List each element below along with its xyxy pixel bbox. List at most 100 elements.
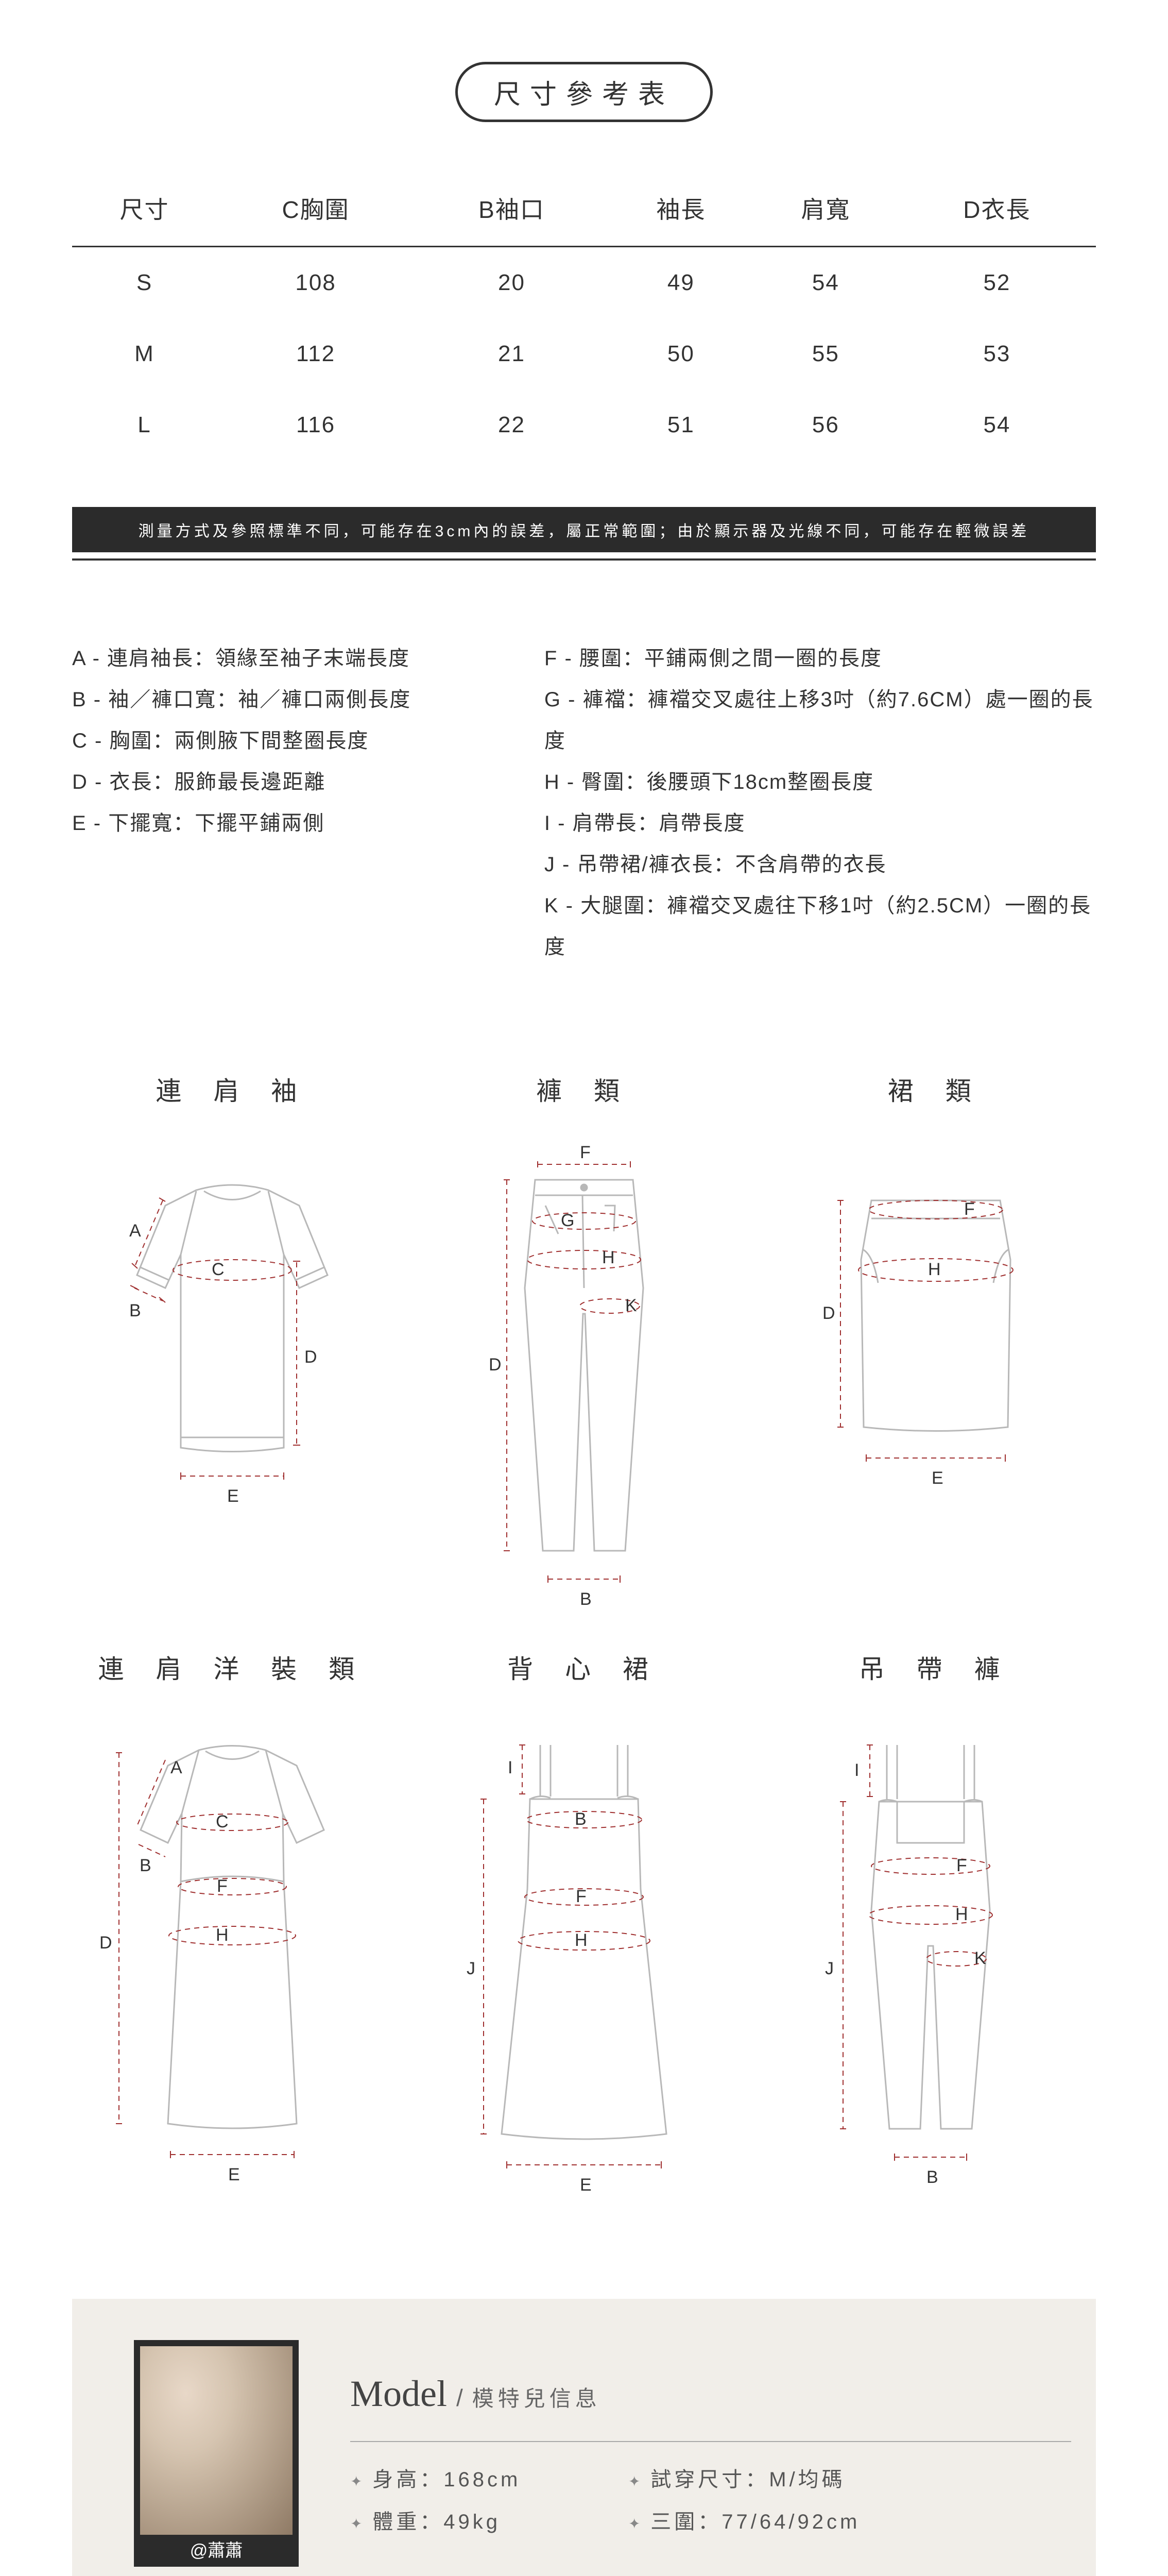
model-title-zh: 模特兒信息	[472, 2381, 601, 2413]
svg-text:J: J	[467, 1959, 475, 1978]
svg-text:J: J	[825, 1959, 834, 1978]
model-measurements: 三圍：77/64/92cm	[628, 2505, 1071, 2535]
table-header: 袖長	[609, 179, 753, 247]
table-cell: L	[72, 389, 217, 461]
definition-item: I - 肩帶長：肩帶長度	[544, 803, 1096, 844]
svg-text:B: B	[140, 1856, 151, 1875]
model-trysize: 試穿尺寸：M/均碼	[628, 2463, 1071, 2493]
svg-text:B: B	[575, 1809, 587, 1829]
table-cell: 49	[609, 247, 753, 319]
table-cell: 52	[898, 247, 1096, 319]
svg-text:H: H	[575, 1930, 588, 1950]
table-cell: 116	[217, 389, 415, 461]
model-info-section: @蕭蕭 Model / 模特兒信息 身高：168cm 試穿尺寸：M/均碼 體重：…	[72, 2299, 1096, 2576]
svg-text:G: G	[561, 1211, 574, 1230]
svg-text:I: I	[854, 1760, 859, 1780]
svg-text:K: K	[625, 1296, 637, 1315]
diagram-raglan: A B C D E	[72, 1133, 393, 1535]
svg-text:I: I	[508, 1758, 512, 1777]
table-row: M11221505553	[72, 318, 1096, 389]
svg-text:D: D	[489, 1355, 502, 1375]
svg-text:E: E	[227, 1486, 239, 1506]
definition-item: K - 大腿圍：褲襠交叉處往下移1吋（約2.5CM）一圈的長度	[544, 885, 1096, 968]
page-title: 尺寸參考表	[455, 62, 713, 122]
table-cell: 53	[898, 318, 1096, 389]
divider	[350, 2441, 1071, 2442]
diagram-pants: F G H K D B	[424, 1133, 745, 1628]
table-cell: 55	[753, 318, 898, 389]
table-header: 尺寸	[72, 179, 217, 247]
definition-item: F - 腰圍：平鋪兩側之間一圈的長度	[544, 638, 1096, 679]
table-cell: 112	[217, 318, 415, 389]
svg-text:A: A	[170, 1758, 182, 1777]
svg-text:D: D	[99, 1933, 112, 1953]
table-cell: S	[72, 247, 217, 319]
svg-text:D: D	[304, 1347, 317, 1367]
svg-text:E: E	[580, 2175, 592, 2195]
table-cell: 20	[415, 247, 609, 319]
svg-text:F: F	[964, 1199, 975, 1219]
diagram-title-camisole-dress: 背 心 裙	[424, 1649, 745, 1686]
table-row: L11622515654	[72, 389, 1096, 461]
table-header: 肩寬	[753, 179, 898, 247]
table-header: D衣長	[898, 179, 1096, 247]
svg-text:B: B	[926, 2167, 938, 2187]
diagram-title-raglan-dress: 連 肩 洋 裝 類	[72, 1649, 393, 1686]
svg-text:E: E	[932, 1468, 943, 1488]
model-title-en: Model	[350, 2372, 447, 2415]
definition-item: B - 袖／褲口寬：袖／褲口兩側長度	[72, 679, 513, 720]
definition-item: D - 衣長：服飾最長邊距離	[72, 761, 513, 803]
model-weight: 體重：49kg	[350, 2505, 597, 2535]
svg-text:F: F	[956, 1856, 967, 1875]
diagram-skirt: F H D E	[775, 1133, 1096, 1535]
divider-slash: /	[456, 2384, 463, 2412]
svg-text:F: F	[217, 1876, 228, 1896]
definition-item: C - 胸圍：兩側腋下間整圈長度	[72, 720, 513, 761]
model-height: 身高：168cm	[350, 2463, 597, 2493]
diagram-title-overalls: 吊 帶 褲	[775, 1649, 1096, 1686]
table-cell: 54	[753, 247, 898, 319]
definition-item: H - 臀圍：後腰頭下18cm整圈長度	[544, 761, 1096, 803]
diagram-title-skirt: 裙 類	[775, 1071, 1096, 1108]
table-cell: 21	[415, 318, 609, 389]
table-cell: 22	[415, 389, 609, 461]
svg-text:B: B	[580, 1589, 592, 1609]
table-cell: 50	[609, 318, 753, 389]
diagram-camisole-dress: I B F H J E	[424, 1711, 745, 2206]
svg-text:D: D	[822, 1303, 835, 1323]
definition-item: J - 吊帶裙/褲衣長：不含肩帶的衣長	[544, 844, 1096, 885]
definition-item: G - 褲襠：褲襠交叉處往上移3吋（約7.6CM）處一圈的長度	[544, 679, 1096, 761]
model-photo: @蕭蕭	[134, 2340, 299, 2567]
svg-text:C: C	[216, 1812, 229, 1832]
definition-item: A - 連肩袖長：領緣至袖子末端長度	[72, 638, 513, 679]
svg-text:A: A	[129, 1221, 141, 1241]
svg-text:C: C	[212, 1260, 225, 1279]
diagram-overalls: I F H K J B	[775, 1711, 1096, 2206]
table-cell: 51	[609, 389, 753, 461]
svg-text:F: F	[576, 1887, 587, 1906]
definition-item: E - 下擺寬：下擺平鋪兩側	[72, 803, 513, 844]
diagram-title-pants: 褲 類	[424, 1071, 745, 1108]
svg-text:B: B	[129, 1301, 141, 1320]
table-cell: 56	[753, 389, 898, 461]
table-header: B袖口	[415, 179, 609, 247]
svg-text:E: E	[228, 2165, 240, 2184]
divider	[72, 558, 1096, 561]
note-bar: 測量方式及參照標準不同，可能存在3cm內的誤差，屬正常範圍；由於顯示器及光線不同…	[72, 507, 1096, 552]
table-cell: 108	[217, 247, 415, 319]
svg-text:H: H	[602, 1248, 615, 1267]
svg-text:H: H	[955, 1905, 968, 1924]
table-cell: 54	[898, 389, 1096, 461]
table-row: S10820495452	[72, 247, 1096, 319]
size-table: 尺寸C胸圍B袖口袖長肩寬D衣長 S10820495452M11221505553…	[72, 179, 1096, 461]
diagram-raglan-dress: A B C F H D E	[72, 1711, 393, 2206]
definitions: A - 連肩袖長：領緣至袖子末端長度B - 袖／褲口寬：袖／褲口兩側長度C - …	[72, 638, 1096, 968]
table-header: C胸圍	[217, 179, 415, 247]
svg-text:F: F	[580, 1144, 591, 1162]
table-cell: M	[72, 318, 217, 389]
model-handle: @蕭蕭	[134, 2535, 299, 2567]
svg-text:K: K	[974, 1948, 986, 1968]
diagram-title-raglan: 連 肩 袖	[72, 1071, 393, 1108]
svg-text:H: H	[928, 1260, 941, 1279]
svg-text:H: H	[216, 1925, 229, 1945]
